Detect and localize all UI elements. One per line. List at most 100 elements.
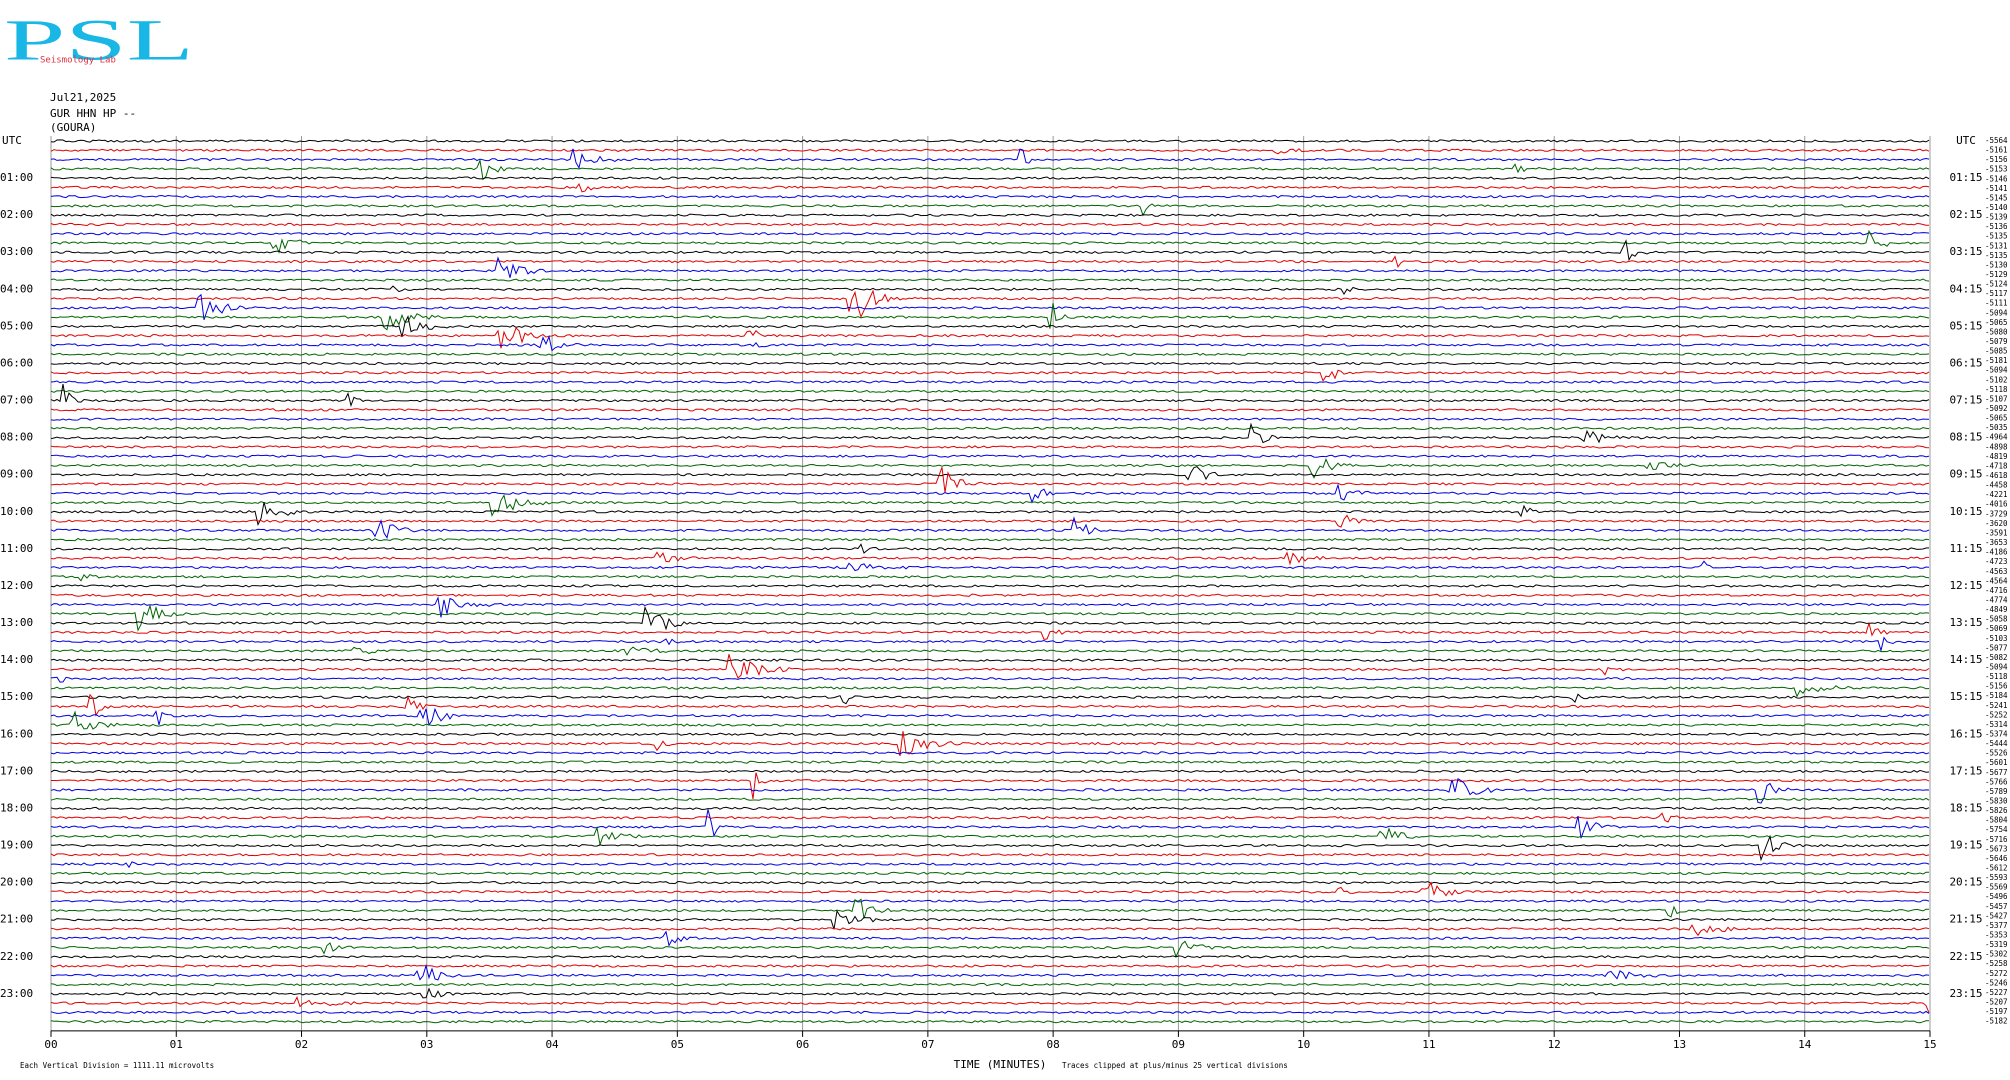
trace [50, 369, 1930, 382]
trace-offset-label: -5646 [1985, 854, 2008, 863]
trace-offset-label: -4849 [1985, 605, 2008, 614]
x-tick-label: 04 [545, 1038, 559, 1051]
trace [50, 537, 1930, 542]
right-hour-label: 10:15 [1949, 505, 1982, 518]
trace [50, 593, 1930, 597]
x-tick-label: 02 [295, 1038, 308, 1051]
trace-offset-label: -5569 [1985, 883, 2008, 892]
trace [50, 229, 1930, 254]
trace-offset-label: -4716 [1985, 586, 2008, 595]
trace [50, 182, 1930, 193]
trace-offset-label: -5601 [1985, 758, 2008, 767]
trace-offset-label: -5102 [1985, 375, 2008, 384]
trace [51, 772, 1930, 799]
trace-offset-label: -4563 [1985, 567, 2008, 576]
left-hour-label: 15:00 [0, 690, 33, 703]
trace-offset-label: -5082 [1985, 653, 2008, 662]
trace-offset-label: -5377 [1985, 921, 2008, 930]
trace-offset-label: -4774 [1985, 595, 2008, 604]
trace-offset-label: -5094 [1985, 308, 2008, 317]
trace [50, 384, 1930, 408]
trace-offset-label: -3729 [1985, 509, 2008, 518]
trace-offset-label: -5444 [1985, 739, 2008, 748]
trace [50, 707, 1930, 727]
trace [50, 861, 1930, 869]
trace-offset-label: -5241 [1985, 701, 2008, 710]
clip-note: Traces clipped at plus/minus 25 vertical… [1062, 1061, 1288, 1070]
trace-offset-label: -5103 [1985, 634, 2008, 643]
trace-offset-label: -5065 [1985, 318, 2008, 327]
trace [50, 380, 1930, 384]
trace [50, 778, 1930, 804]
left-hour-label: 01:00 [0, 171, 33, 184]
logo-subtitle: Seismology Lab [40, 56, 116, 66]
trace [50, 303, 1930, 331]
trace-offset-label: -5207 [1985, 998, 2008, 1007]
trace [50, 467, 1930, 493]
trace [50, 636, 1930, 653]
trace-offset-label: -4016 [1985, 500, 2008, 509]
trace [50, 963, 1930, 981]
right-hour-label: 02:15 [1949, 208, 1982, 221]
x-tick-label: 11 [1422, 1038, 1435, 1051]
trace [50, 584, 1930, 588]
right-hour-label: UTC [1956, 134, 1976, 147]
trace-offset-label: -5080 [1985, 327, 2008, 336]
trace [50, 995, 1930, 1013]
trace [50, 899, 1930, 903]
left-hour-label: 08:00 [0, 431, 33, 444]
left-hour-label: 23:00 [0, 987, 33, 1000]
trace-offset-label: -5146 [1985, 174, 2008, 183]
trace [51, 327, 1930, 349]
trace [50, 1020, 1929, 1024]
trace [50, 924, 1930, 937]
trace-offset-label: -5673 [1985, 844, 2008, 853]
trace [50, 483, 1930, 504]
trace-offset-label: -5246 [1985, 978, 2008, 987]
trace [50, 834, 1930, 862]
trace-offset-label: -5139 [1985, 213, 2008, 222]
right-hour-label: 18:15 [1949, 801, 1982, 814]
trace-offset-label: -4718 [1985, 461, 2008, 470]
x-tick-label: 03 [420, 1038, 433, 1051]
x-tick-label: 13 [1673, 1038, 1686, 1051]
trace-offset-label: -5184 [1985, 691, 2008, 700]
trace [50, 693, 1930, 717]
right-hour-label: 05:15 [1949, 319, 1982, 332]
trace [50, 760, 1930, 764]
trace [50, 769, 1930, 774]
trace [50, 158, 1930, 181]
trace [50, 454, 1930, 458]
trace [50, 871, 1929, 875]
trace [50, 516, 1930, 539]
trace-offset-label: -5716 [1985, 835, 2008, 844]
trace-offset-label: -5612 [1985, 863, 2008, 872]
trace [50, 605, 1930, 631]
right-hour-label: 19:15 [1949, 839, 1982, 852]
right-hour-label: 01:15 [1949, 171, 1982, 184]
trace [50, 909, 1930, 930]
trace-offset-label: -5107 [1985, 394, 2008, 403]
trace [50, 139, 1930, 143]
trace [50, 466, 1930, 481]
trace-offset-label: -5111 [1985, 299, 2008, 308]
trace-offset-label: -5754 [1985, 825, 2008, 834]
trace [50, 654, 1930, 679]
right-hour-label: 12:15 [1949, 579, 1982, 592]
trace [50, 987, 1930, 999]
trace [50, 352, 1930, 356]
trace-offset-label: -5065 [1985, 414, 2008, 423]
right-hour-label: 22:15 [1949, 950, 1982, 963]
trace-offset-label: -5564 [1985, 136, 2008, 145]
left-hour-label: 10:00 [0, 505, 33, 518]
left-hour-label: 19:00 [0, 839, 33, 852]
x-tick-label: 12 [1548, 1038, 1561, 1051]
trace-offset-label: -5826 [1985, 806, 2008, 815]
trace [50, 551, 1929, 566]
left-hour-label: 04:00 [0, 282, 33, 295]
trace [50, 930, 1930, 947]
right-hour-label: 20:15 [1949, 876, 1982, 889]
trace-offset-label: -5314 [1985, 720, 2008, 729]
trace [50, 457, 1930, 479]
x-tick-label: 08 [1047, 1038, 1060, 1051]
